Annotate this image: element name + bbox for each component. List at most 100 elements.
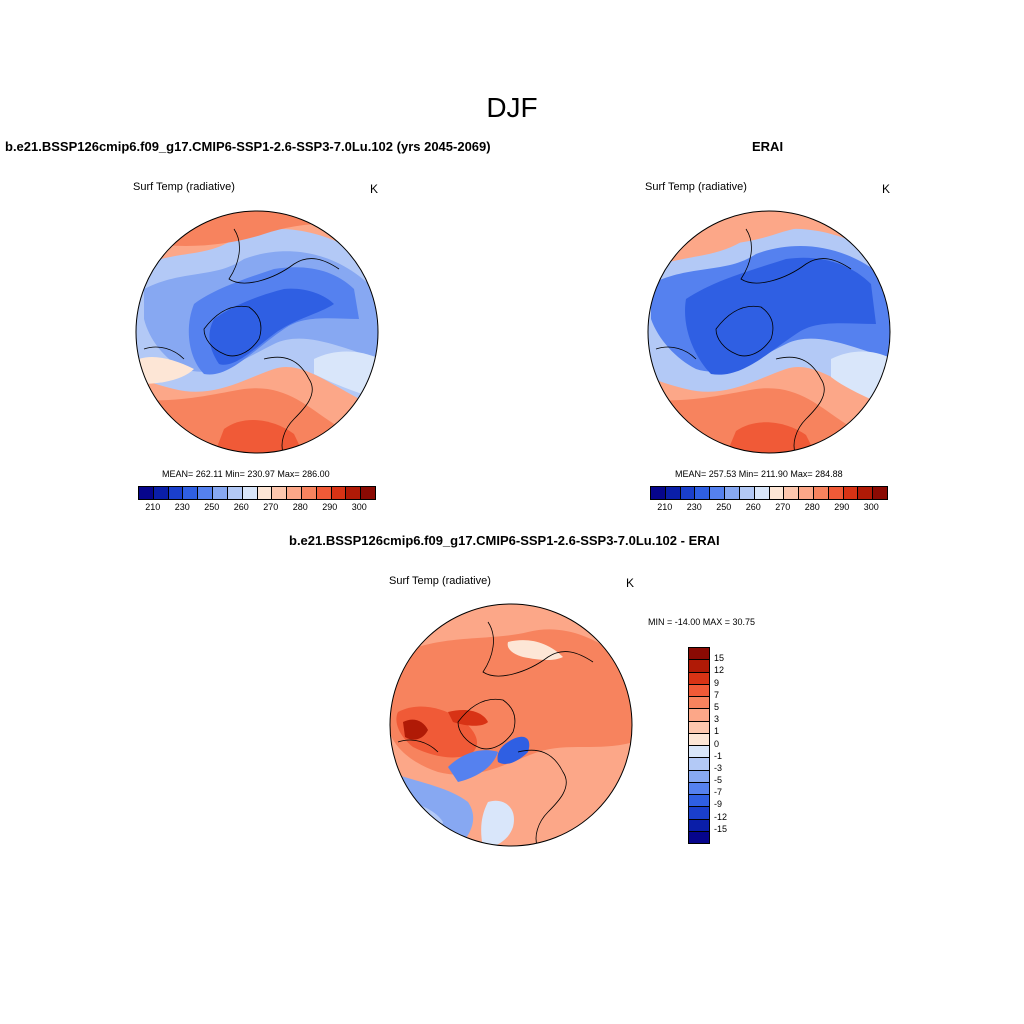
colorbar-swatch xyxy=(689,732,709,745)
colorbar-tick-label: -1 xyxy=(714,750,723,761)
obs-colorbar xyxy=(650,486,888,500)
colorbar-swatch xyxy=(709,487,725,499)
colorbar-tick-label: 250 xyxy=(204,502,220,512)
colorbar-swatch xyxy=(689,781,709,794)
colorbar-tick-label: 290 xyxy=(834,502,850,512)
model-colorbar-labels: 210 230 250 260 270 280 290 300 xyxy=(138,502,374,514)
colorbar-swatch xyxy=(689,720,709,733)
colorbar-swatch xyxy=(679,487,695,499)
colorbar-swatch xyxy=(689,757,709,770)
hot-south-region xyxy=(726,422,816,453)
obs-panel-title: ERAI xyxy=(752,139,784,154)
colorbar-tick-label: -12 xyxy=(714,811,728,822)
model-colorbar xyxy=(138,486,376,500)
colorbar-swatch xyxy=(689,830,709,843)
colorbar-swatch xyxy=(167,487,183,499)
colorbar-swatch xyxy=(286,487,301,499)
colorbar-swatch xyxy=(812,487,828,499)
hottest-region xyxy=(403,719,428,740)
colorbar-swatch xyxy=(212,487,227,499)
colorbar-tick-label: -5 xyxy=(714,775,723,786)
obs-variable-label: Surf Temp (radiative) xyxy=(645,181,747,193)
colorbar-swatch xyxy=(689,696,709,709)
model-variable-label: Surf Temp (radiative) xyxy=(133,181,235,193)
cold-region xyxy=(448,750,498,782)
obs-units-label: K xyxy=(882,182,891,196)
colorbar-tick-label: 270 xyxy=(263,502,279,512)
colorbar-tick-label: 230 xyxy=(686,502,702,512)
colorbar-tick-label: 260 xyxy=(745,502,761,512)
colorbar-tick-label: 260 xyxy=(233,502,249,512)
colorbar-swatch xyxy=(857,487,873,499)
colorbar-swatch xyxy=(738,487,754,499)
diff-units-label: K xyxy=(626,576,635,590)
colorbar-swatch xyxy=(689,745,709,758)
colorbar-swatch xyxy=(152,487,168,499)
colorbar-swatch xyxy=(182,487,198,499)
diff-colorbar-labels: 15 12 9 7 5 3 1 0 -1 -3 -5 -7 -9 -12 -15 xyxy=(714,647,754,842)
colorbar-tick-label: 300 xyxy=(863,502,879,512)
colder-region xyxy=(685,257,876,375)
colorbar-tick-label: 1 xyxy=(714,726,720,737)
colorbar-swatch xyxy=(689,683,709,696)
pale-blue-region xyxy=(481,800,514,846)
colorbar-tick-label: 9 xyxy=(714,677,720,688)
colorbar-tick-label: 7 xyxy=(714,689,720,700)
colorbar-swatch xyxy=(724,487,739,499)
colorbar-tick-label: 290 xyxy=(322,502,338,512)
colorbar-tick-label: -3 xyxy=(714,762,723,773)
colorbar-swatch xyxy=(256,487,272,499)
diff-minmax: MIN = -14.00 MAX = 30.75 xyxy=(648,617,756,627)
diff-panel-title: b.e21.BSSP126cmip6.f09_g17.CMIP6-SSP1-2.… xyxy=(289,533,720,548)
pale-region xyxy=(507,640,563,661)
pale-blue-region xyxy=(314,351,378,399)
colorbar-swatch xyxy=(197,487,213,499)
colorbar-tick-label: 0 xyxy=(714,738,720,749)
colorbar-swatch xyxy=(872,487,887,499)
colorbar-tick-label: 280 xyxy=(804,502,820,512)
model-panel-title: b.e21.BSSP126cmip6.f09_g17.CMIP6-SSP1-2.… xyxy=(5,139,491,154)
colorbar-swatch xyxy=(783,487,799,499)
colorbar-swatch xyxy=(768,487,784,499)
colorbar-swatch xyxy=(360,487,375,499)
colder-region xyxy=(497,736,530,764)
coldest-region xyxy=(209,288,334,365)
colorbar-tick-label: 280 xyxy=(292,502,308,512)
colorbar-swatch xyxy=(271,487,287,499)
colorbar-tick-label: 210 xyxy=(657,502,673,512)
colorbar-swatch xyxy=(345,487,361,499)
colorbar-swatch xyxy=(753,487,769,499)
colorbar-tick-label: 270 xyxy=(775,502,791,512)
colorbar-swatch xyxy=(139,487,153,499)
colorbar-tick-label: -9 xyxy=(714,799,723,810)
diff-colorbar xyxy=(688,647,710,844)
colorbar-tick-label: 300 xyxy=(351,502,367,512)
colorbar-swatch xyxy=(664,487,680,499)
colorbar-swatch xyxy=(689,648,709,660)
hot-south-region xyxy=(214,419,304,453)
model-polar-map xyxy=(135,210,379,454)
colorbar-swatch xyxy=(315,487,331,499)
colorbar-swatch xyxy=(689,659,709,672)
colorbar-tick-label: 3 xyxy=(714,714,720,725)
colorbar-tick-label: 210 xyxy=(145,502,161,512)
colorbar-swatch xyxy=(330,487,346,499)
diff-polar-map xyxy=(389,603,633,847)
colorbar-tick-label: 15 xyxy=(714,653,725,664)
diff-variable-label: Surf Temp (radiative) xyxy=(389,575,491,587)
colorbar-swatch xyxy=(842,487,858,499)
colorbar-tick-label: 230 xyxy=(174,502,190,512)
obs-polar-map xyxy=(647,210,891,454)
colorbar-swatch xyxy=(689,806,709,819)
colorbar-swatch xyxy=(241,487,257,499)
colorbar-tick-label: -7 xyxy=(714,787,723,798)
colorbar-tick-label: 12 xyxy=(714,665,725,676)
pale-region xyxy=(139,357,194,384)
model-units-label: K xyxy=(370,182,379,196)
colorbar-swatch xyxy=(300,487,316,499)
colorbar-swatch xyxy=(694,487,710,499)
colorbar-swatch xyxy=(827,487,843,499)
colorbar-swatch xyxy=(689,708,709,721)
model-stats: MEAN= 262.11 Min= 230.97 Max= 286.00 xyxy=(162,469,330,479)
colorbar-swatch xyxy=(651,487,665,499)
